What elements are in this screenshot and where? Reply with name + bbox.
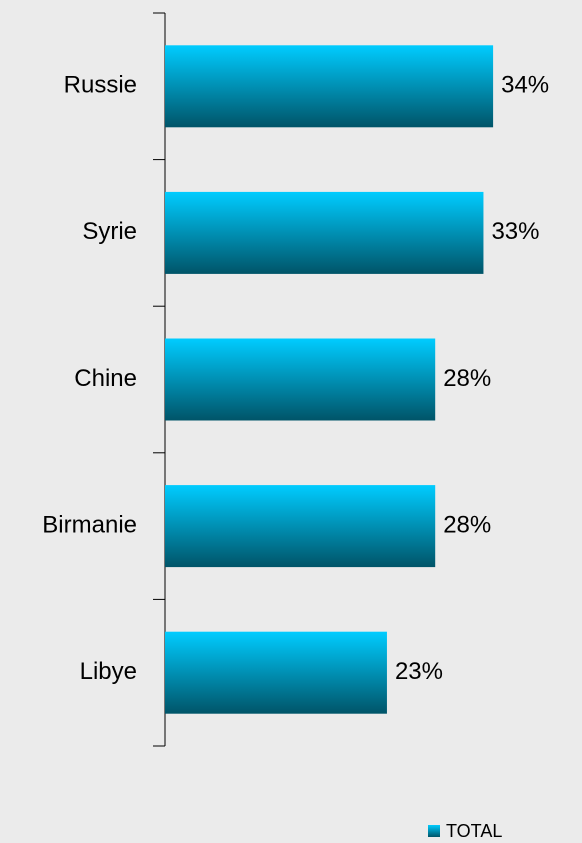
bar [165,191,484,274]
value-label: 23% [395,658,443,685]
value-label: 34% [501,72,549,99]
value-label: 28% [443,365,491,392]
value-label: 33% [491,218,539,245]
category-label: Syrie [82,218,137,245]
legend-swatch [428,825,440,837]
category-label: Libye [80,658,137,685]
value-label: 28% [443,511,491,538]
category-label: Russie [64,72,137,99]
bar [165,45,494,128]
category-label: Chine [74,365,137,392]
bar [165,485,436,568]
bar [165,338,436,421]
bar [165,631,387,714]
legend-label: TOTAL [446,821,502,841]
category-label: Birmanie [42,511,137,538]
